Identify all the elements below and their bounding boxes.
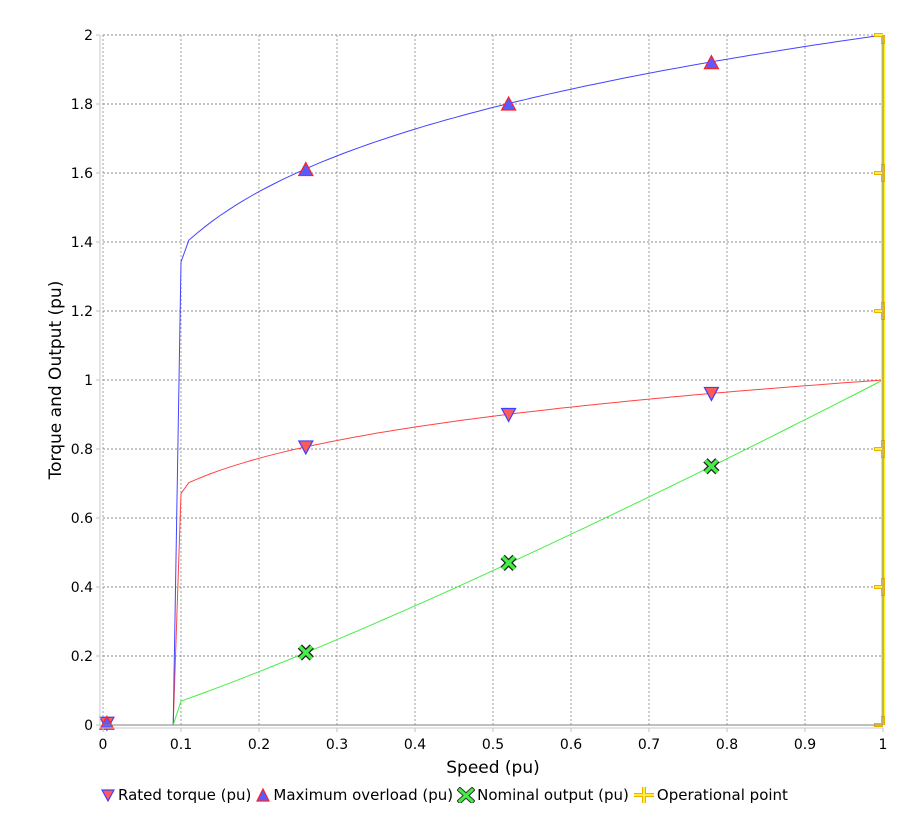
triangle-up-marker: [297, 161, 314, 177]
y-tick-label: 0.8: [71, 442, 93, 458]
legend-label: Rated torque (pu): [118, 786, 252, 804]
x-tick-label: 0.4: [404, 737, 426, 753]
triangle-up-marker: [703, 54, 720, 70]
triangle-down-marker: [297, 440, 314, 456]
x-cross-marker: [703, 458, 720, 475]
legend-item-maximum-overload[interactable]: Maximum overload (pu): [255, 786, 453, 804]
y-tick-label: 0.6: [71, 511, 93, 527]
y-axis-label: Torque and Output (pu): [46, 281, 66, 481]
series-line: [103, 379, 884, 726]
chart: 0 0.1 0.2 0.3 0.4 0.5 0.6 0.7 0.8 0.9 1 0 0.2 0.4 0.6 0…: [46, 28, 888, 778]
y-tick-label: 0.4: [71, 580, 93, 596]
legend-item-nominal-output[interactable]: Nominal output (pu): [457, 786, 629, 804]
x-tick-label: 0.3: [326, 737, 348, 753]
triangle-up-icon: [256, 787, 271, 802]
triangle-up-marker: [500, 95, 517, 111]
x-tick-label: 0.1: [170, 737, 192, 753]
x-tick-label: 0.8: [716, 737, 738, 753]
x-tick-label: 0.5: [482, 737, 504, 753]
legend-item-rated-torque[interactable]: Rated torque (pu): [100, 786, 251, 804]
y-tick-label: 0: [84, 718, 93, 734]
legend-label: Operational point: [656, 786, 788, 804]
triangle-up-marker: [98, 715, 115, 730]
x-tick-label: 0.9: [794, 737, 816, 753]
y-tick-label: 1.6: [71, 166, 93, 182]
x-tick-label: 0.7: [638, 737, 660, 753]
y-tick-label: 1.4: [71, 235, 93, 251]
series-line: [103, 379, 884, 726]
triangle-down-marker: [703, 386, 720, 402]
plus-icon: [633, 787, 654, 803]
x-tick-label: 1: [879, 737, 888, 753]
y-tick-label: 0.2: [71, 649, 93, 665]
x-tick-label: 0.2: [248, 737, 270, 753]
y-tick-label: 1.2: [71, 304, 93, 320]
triangle-down-marker: [500, 407, 517, 423]
x-tick-label: 0: [99, 737, 108, 753]
triangle-down-icon: [100, 789, 116, 803]
series-line: [103, 34, 884, 726]
legend: Rated torque (pu) Maximum overload (pu) …: [100, 786, 792, 804]
y-tick-label: 2: [84, 28, 93, 44]
legend-item-operational-point[interactable]: Operational point: [633, 786, 788, 804]
legend-label: Nominal output (pu): [477, 786, 629, 804]
y-tick-label: 1: [84, 373, 93, 389]
axes: 0 0.1 0.2 0.3 0.4 0.5 0.6 0.7 0.8 0.9 1 0 0.2 0.4 0.6 0…: [71, 28, 888, 753]
x-cross-marker: [297, 644, 314, 661]
y-tick-label: 1.8: [71, 97, 93, 113]
x-cross-marker: [500, 554, 517, 571]
x-cross-icon: [457, 787, 476, 803]
grid-lines: [102, 34, 884, 726]
x-axis-label: Speed (pu): [446, 758, 540, 778]
legend-label: Maximum overload (pu): [273, 786, 454, 804]
x-tick-label: 0.6: [560, 737, 582, 753]
